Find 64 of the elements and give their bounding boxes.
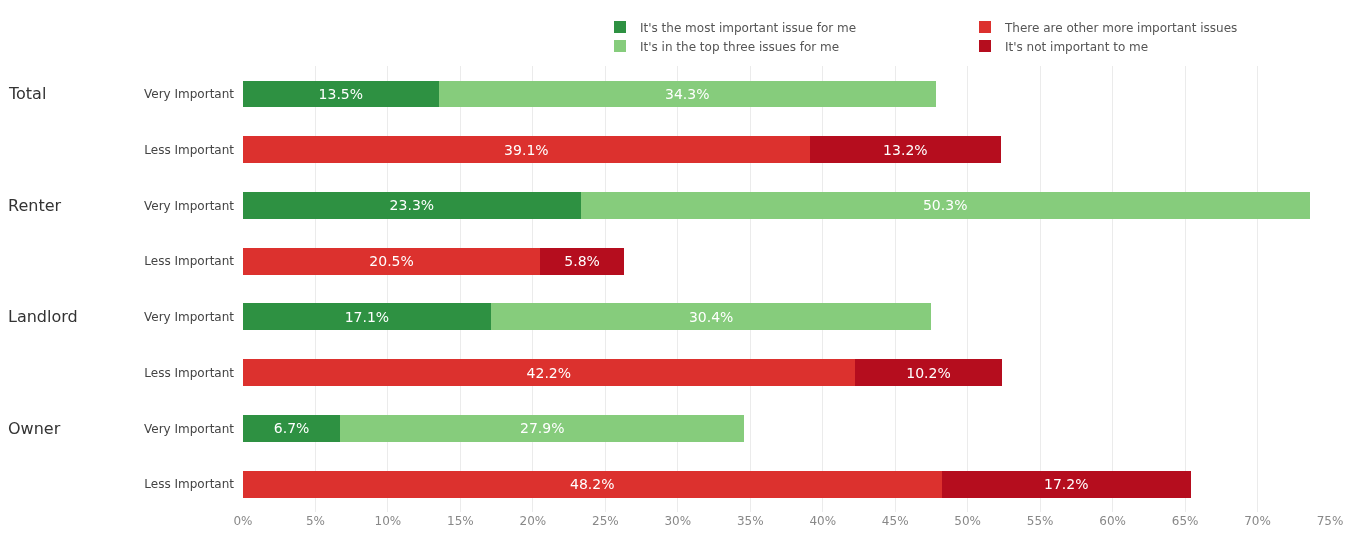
bar xyxy=(243,470,942,498)
data-label: 27.9% xyxy=(520,420,565,437)
bar xyxy=(540,247,625,275)
data-label: 5.8% xyxy=(564,253,600,270)
x-tick-label: 60% xyxy=(1099,514,1126,528)
x-tick-label: 45% xyxy=(881,514,909,528)
y-tick-label: Very Important xyxy=(144,310,235,325)
data-label: 17.2% xyxy=(1043,476,1089,493)
legend-label: It's not important to me xyxy=(1005,39,1149,54)
x-tick-label: 50% xyxy=(954,514,982,528)
bar xyxy=(809,136,1001,164)
x-tick-label: 35% xyxy=(736,514,764,528)
x-tick-label: 15% xyxy=(447,514,474,528)
legend-label: It's the most important issue for me xyxy=(640,20,857,35)
x-tick-label: 0% xyxy=(233,514,253,528)
x-tick-label: 75% xyxy=(1316,514,1344,528)
data-label: 30.4% xyxy=(688,308,734,325)
bar xyxy=(243,80,439,108)
bar xyxy=(438,80,936,108)
y-tick-label: Very Important xyxy=(144,87,235,102)
y-tick-label: Less Important xyxy=(144,142,235,157)
bar xyxy=(243,136,810,164)
data-label: 10.2% xyxy=(906,364,951,381)
x-tick-label: 30% xyxy=(664,514,692,528)
text: Owner xyxy=(8,419,61,438)
data-label: 13.5% xyxy=(318,85,364,102)
x-tick-label: 70% xyxy=(1244,514,1271,528)
y-tick-label: Very Important xyxy=(144,421,235,436)
data-label: 39.1% xyxy=(504,141,549,158)
bar xyxy=(941,470,1191,498)
bar xyxy=(580,192,1310,219)
legend-label: It's in the top three issues for me xyxy=(640,39,840,54)
y-tick-label: Very Important xyxy=(144,198,235,213)
data-label: 34.3% xyxy=(664,85,710,102)
y-tick-label: Less Important xyxy=(144,365,235,380)
legend-label: There are other more important issues xyxy=(1004,20,1238,35)
bar xyxy=(243,359,855,387)
data-label: 42.2% xyxy=(526,364,572,381)
bar xyxy=(243,192,581,219)
data-label: 20.5% xyxy=(369,253,414,270)
x-tick-label: 5% xyxy=(305,514,325,528)
x-tick-label: 25% xyxy=(591,514,619,528)
x-tick-label: 55% xyxy=(1026,514,1054,528)
bar xyxy=(243,247,541,275)
text: Landlord xyxy=(8,307,78,326)
text: Total xyxy=(8,84,47,103)
data-label: 6.7% xyxy=(273,420,310,437)
x-tick-label: 40% xyxy=(809,514,837,528)
data-label: 13.2% xyxy=(883,141,928,158)
bar xyxy=(243,303,491,331)
bar xyxy=(490,303,932,331)
data-label: 17.1% xyxy=(344,308,390,325)
data-label: 23.3% xyxy=(389,197,435,214)
data-label: 48.2% xyxy=(570,476,615,493)
y-tick-label: Less Important xyxy=(144,477,235,492)
bar xyxy=(243,415,341,442)
bar xyxy=(854,359,1003,387)
text: Renter xyxy=(8,196,62,215)
x-tick-label: 10% xyxy=(374,514,402,528)
y-tick-label: Less Important xyxy=(144,254,235,269)
x-tick-label: 20% xyxy=(519,514,547,528)
bar xyxy=(340,415,745,442)
data-label: 50.3% xyxy=(922,197,968,214)
x-tick-label: 65% xyxy=(1171,514,1199,528)
